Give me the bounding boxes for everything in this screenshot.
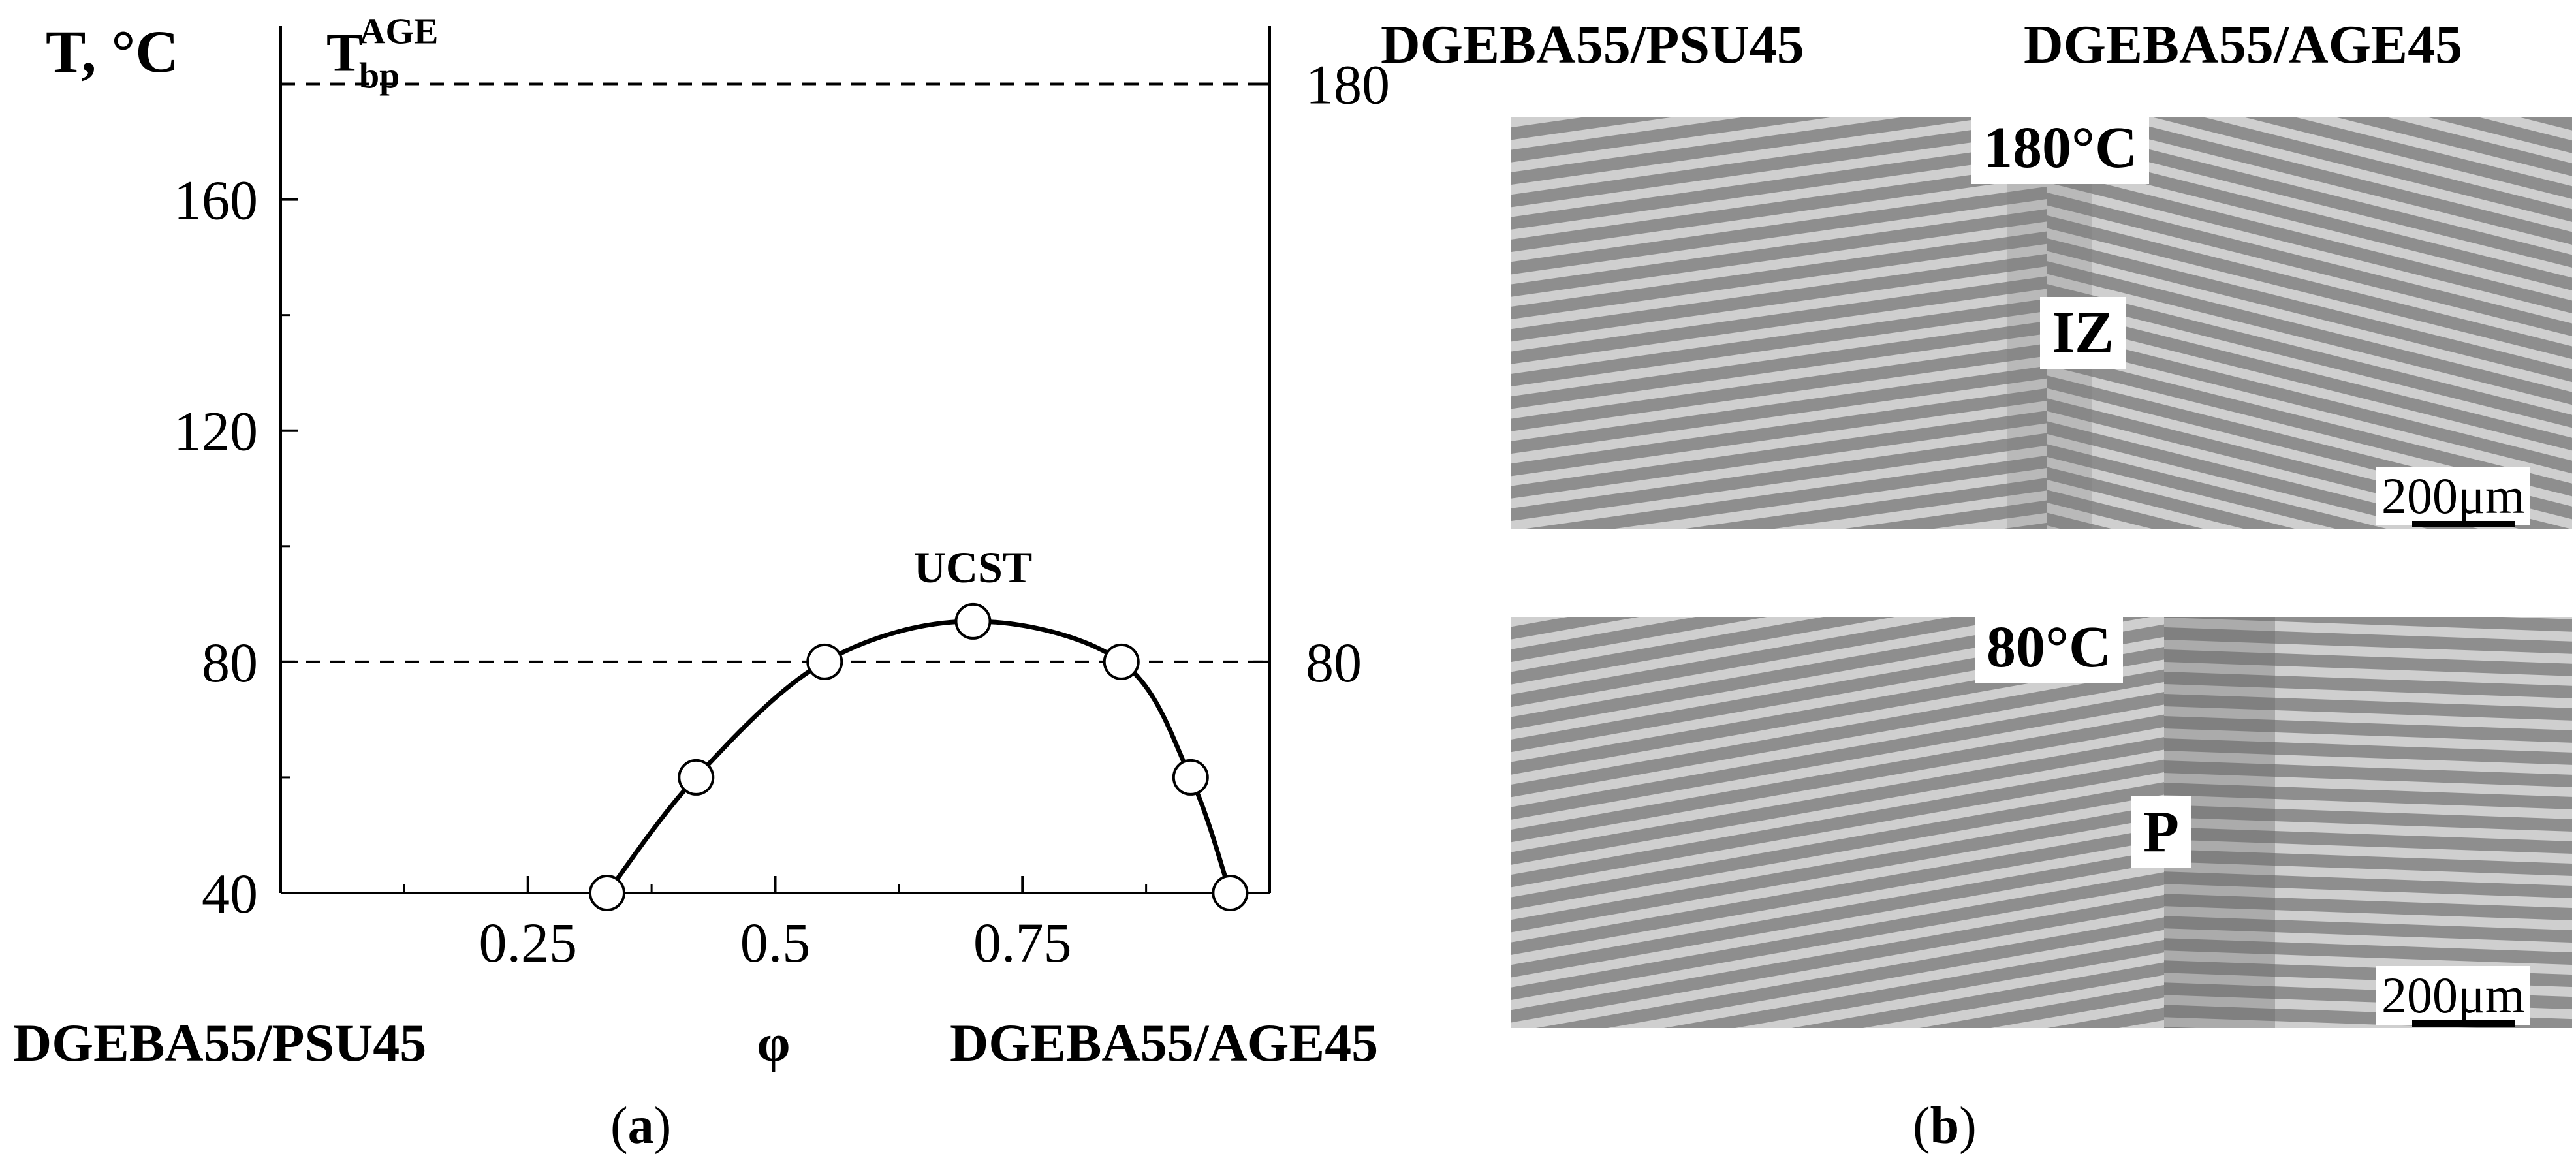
micrograph-180c: 180°C IZ 200μm: [1511, 117, 2572, 529]
temperature-label-80: 80°C: [1975, 617, 2123, 683]
x-tick-label: 0.5: [740, 911, 811, 974]
data-point: [954, 602, 992, 640]
caption-b-letter: b: [1930, 1097, 1960, 1155]
x-axis-title: φ: [757, 1013, 790, 1072]
y-tick-label: 40: [202, 862, 258, 925]
y-axis-title: T, °C: [46, 18, 179, 85]
interference-fringes-image: [1511, 117, 2572, 529]
y-tick-label: 160: [174, 169, 258, 232]
right-tick-label: 80: [1306, 631, 1362, 694]
caption-a: (a): [610, 1097, 672, 1155]
data-point: [678, 759, 715, 796]
right-tick-label: 180: [1306, 54, 1390, 116]
scale-bar-bottom: [2412, 1020, 2515, 1027]
boiling-point-label-subscript: bp: [359, 56, 400, 97]
panel-b-title-right: DGEBA55/AGE45: [2024, 14, 2463, 75]
interference-fringes-image: [1511, 617, 2572, 1028]
scale-bar-label-bottom: 200μm: [2376, 966, 2530, 1025]
dashed-reference-lines: [281, 82, 1270, 663]
x-tick-label: 0.75: [973, 911, 1072, 974]
panel-b-title-left: DGEBA55/PSU45: [1381, 14, 1804, 75]
ucst-annotation: UCST: [914, 542, 1032, 592]
caption-b: (b): [1913, 1097, 1977, 1155]
y-tick-label: 80: [202, 631, 258, 694]
x-tick-label: 0.25: [479, 911, 578, 974]
interdiffusion-zone-label: IZ: [2040, 297, 2126, 369]
data-point: [588, 875, 625, 911]
boiling-point-label: T bp AGE: [326, 12, 438, 97]
boiling-point-label-main: T: [326, 23, 363, 84]
x-right-composition-label: DGEBA55/AGE45: [950, 1013, 1378, 1072]
tick-labels: 40 80 120 160 80 180 0.25 0.5 0.75: [174, 54, 1390, 974]
chart-axes: [279, 26, 1271, 894]
scale-bar-top: [2412, 521, 2515, 527]
y-tick-label: 120: [174, 400, 258, 463]
micrograph-80c: 80°C P 200μm: [1511, 617, 2572, 1028]
x-left-composition-label: DGEBA55/PSU45: [13, 1013, 426, 1072]
data-point: [1212, 875, 1249, 911]
caption-a-letter: a: [627, 1097, 654, 1155]
temperature-label-180: 180°C: [1971, 117, 2149, 184]
data-point: [1172, 759, 1209, 796]
boiling-point-label-superscript: AGE: [359, 12, 438, 52]
data-point: [1103, 643, 1140, 680]
phase-diagram-chart: 40 80 120 160 80 180 0.25 0.5 0.75 T, °C T bp AG…: [13, 12, 1390, 1072]
scale-bar-label-top: 200μm: [2376, 467, 2530, 525]
precipitate-zone-label: P: [2131, 796, 2191, 868]
data-point: [806, 643, 843, 680]
data-points: [588, 602, 1249, 911]
